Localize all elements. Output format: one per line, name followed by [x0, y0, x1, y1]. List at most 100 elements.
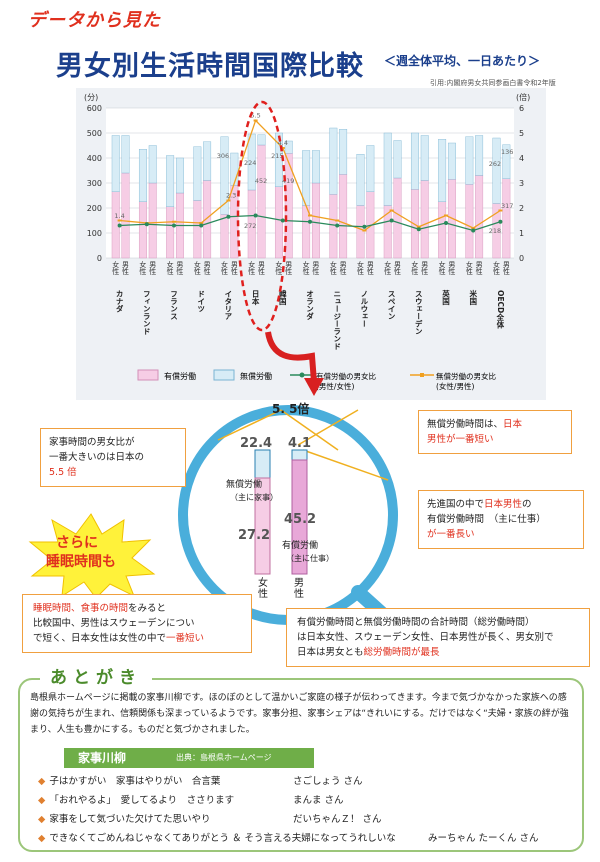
bar-paid-female	[193, 200, 202, 259]
left-tick-label: 400	[87, 154, 102, 163]
data-label: 419	[282, 177, 294, 185]
bar-paid-female	[166, 206, 175, 259]
data-label: 452	[255, 177, 267, 185]
zoom-unpaid-sub: （主に家事）	[230, 493, 278, 502]
data-label: 262	[489, 160, 501, 168]
poem-item: ◆ 家事をして気づいた欠けてた思いやり だいちゃんＺ！ さん	[38, 814, 382, 825]
sex-label: 男性	[475, 261, 483, 276]
bar-unpaid-male	[420, 135, 429, 181]
data-label: 306	[217, 152, 229, 160]
sex-label: 男性	[366, 261, 374, 276]
senryu-title: 家事川柳	[64, 748, 314, 768]
bar-unpaid-female	[138, 149, 147, 202]
sex-label: 女性	[411, 260, 419, 276]
sex-label: 女性	[112, 260, 120, 276]
data-label: 218	[489, 227, 501, 235]
bar-paid-male	[420, 180, 429, 259]
senryu-source: 出典：島根県ホームページ	[176, 753, 272, 762]
left-tick-label: 300	[87, 179, 102, 188]
sex-label: 男性	[448, 261, 456, 276]
bar-unpaid-male	[121, 135, 130, 174]
bar-unpaid-male	[230, 152, 239, 186]
country-label: 日本	[251, 290, 260, 307]
paid-ratio-line-point	[280, 218, 285, 223]
paid-ratio-line-point	[172, 223, 176, 228]
unpaid-ratio-line-point	[498, 209, 503, 212]
paid-ratio-line-point	[335, 223, 340, 228]
page-title: 男女別生活時間国際比較	[56, 51, 364, 82]
sex-label: 男性	[285, 261, 293, 276]
sex-label: 女性	[493, 260, 501, 276]
poem-item: ◆ できなくてごめんねじゃなくてありがとう ＆ そう言える夫婦になってうれしいなみ…	[38, 833, 539, 844]
page-subtitle: ＜週全体平均、一日あたり＞	[384, 54, 541, 68]
burst-text-2: 睡眠時間も	[46, 554, 116, 570]
right-axis-unit: (倍)	[516, 92, 530, 102]
legend-paid-ratio: 有償労働の男女比	[316, 371, 376, 381]
country-label: スペイン	[387, 290, 396, 320]
right-tick-label: 5	[519, 129, 524, 138]
right-tick-label: 3	[519, 179, 524, 188]
zoom-unpaid-label: 無償労働	[226, 480, 263, 490]
zoom-female-paid-bar	[254, 477, 271, 575]
bar-unpaid-male	[447, 142, 456, 180]
unpaid-ratio-line-point	[280, 147, 285, 149]
paid-ratio-line-point	[144, 222, 149, 227]
sex-label: 男性	[502, 261, 510, 276]
unpaid-ratio-line-point	[416, 225, 421, 228]
unpaid-ratio-line-point	[389, 209, 394, 212]
country-label: カナダ	[115, 290, 124, 314]
zoom-male-unpaid-bar	[291, 449, 308, 461]
data-label: 136	[501, 148, 513, 156]
callout-total-work: 有償労働時間と無償労働時間の合計時間（総労働時間） は日本女性、スウェーデン女性…	[286, 608, 590, 667]
right-tick-label: 4	[519, 154, 524, 163]
source-note: 引用:内閣府男女共同参画白書令和2年版	[430, 79, 556, 87]
sex-label: 男性	[176, 261, 184, 276]
left-tick-label: 500	[87, 129, 102, 138]
bar-unpaid-male	[203, 141, 212, 181]
left-tick-label: 0	[97, 254, 102, 263]
bar-unpaid-male	[475, 135, 484, 176]
bar-unpaid-female	[111, 135, 120, 192]
bar-paid-male	[502, 178, 511, 259]
callout-paid-long: 先進国の中で日本男性の 有償労働時間 （主に仕事） が一番長い	[418, 490, 584, 549]
sex-label: 女性	[302, 260, 310, 276]
left-axis-unit: (分)	[84, 93, 98, 102]
bar-unpaid-female	[465, 136, 474, 185]
left-tick-label: 600	[87, 104, 102, 113]
sex-label: 男性	[230, 261, 238, 276]
callout-unpaid-short: 無償労働時間は、日本 男性が一番短い	[418, 410, 572, 454]
bar-unpaid-female	[410, 132, 419, 190]
country-label: OECD全体	[496, 290, 505, 329]
country-label: 米国	[468, 289, 477, 307]
japan-highlight	[236, 100, 288, 332]
country-label: スウェーデン	[414, 290, 423, 335]
bar-unpaid-female	[329, 127, 338, 195]
sex-label: 女性	[465, 260, 473, 276]
sex-label: 男性	[312, 261, 320, 276]
paid-ratio-line-point	[117, 223, 122, 228]
data-label: 5.5	[250, 112, 260, 120]
bar-paid-female	[438, 201, 447, 259]
country-label: フランス	[169, 290, 178, 320]
sex-label: 男性	[394, 261, 402, 276]
bar-paid-male	[475, 175, 484, 259]
zoom-female-paid-value: 27.2	[238, 528, 271, 543]
sex-label: 女性	[248, 260, 256, 276]
bar-unpaid-male	[311, 150, 320, 184]
unpaid-ratio-line-point	[199, 222, 204, 224]
paid-ratio-line-point	[444, 221, 448, 225]
bar-unpaid-female	[247, 133, 256, 191]
data-label: 272	[244, 222, 256, 230]
callout-ratio: 家事時間の男女比が 一番大きいのは日本の 5.5 倍	[40, 428, 186, 487]
right-tick-label: 2	[519, 204, 524, 213]
paid-ratio-line-point	[308, 219, 312, 224]
zoom-male-paid-value: 45.2	[284, 512, 317, 527]
burst-text-1: さらに	[56, 535, 98, 551]
legend-unpaid-ratio: (女性/男性)	[436, 381, 474, 391]
burst-icon	[28, 513, 156, 598]
zoom-ratio: 5. 5倍	[272, 402, 310, 416]
paid-ratio-line-point	[253, 213, 258, 218]
country-label: オランダ	[305, 290, 314, 322]
bar-paid-male	[148, 182, 157, 259]
bar-unpaid-female	[356, 154, 365, 206]
